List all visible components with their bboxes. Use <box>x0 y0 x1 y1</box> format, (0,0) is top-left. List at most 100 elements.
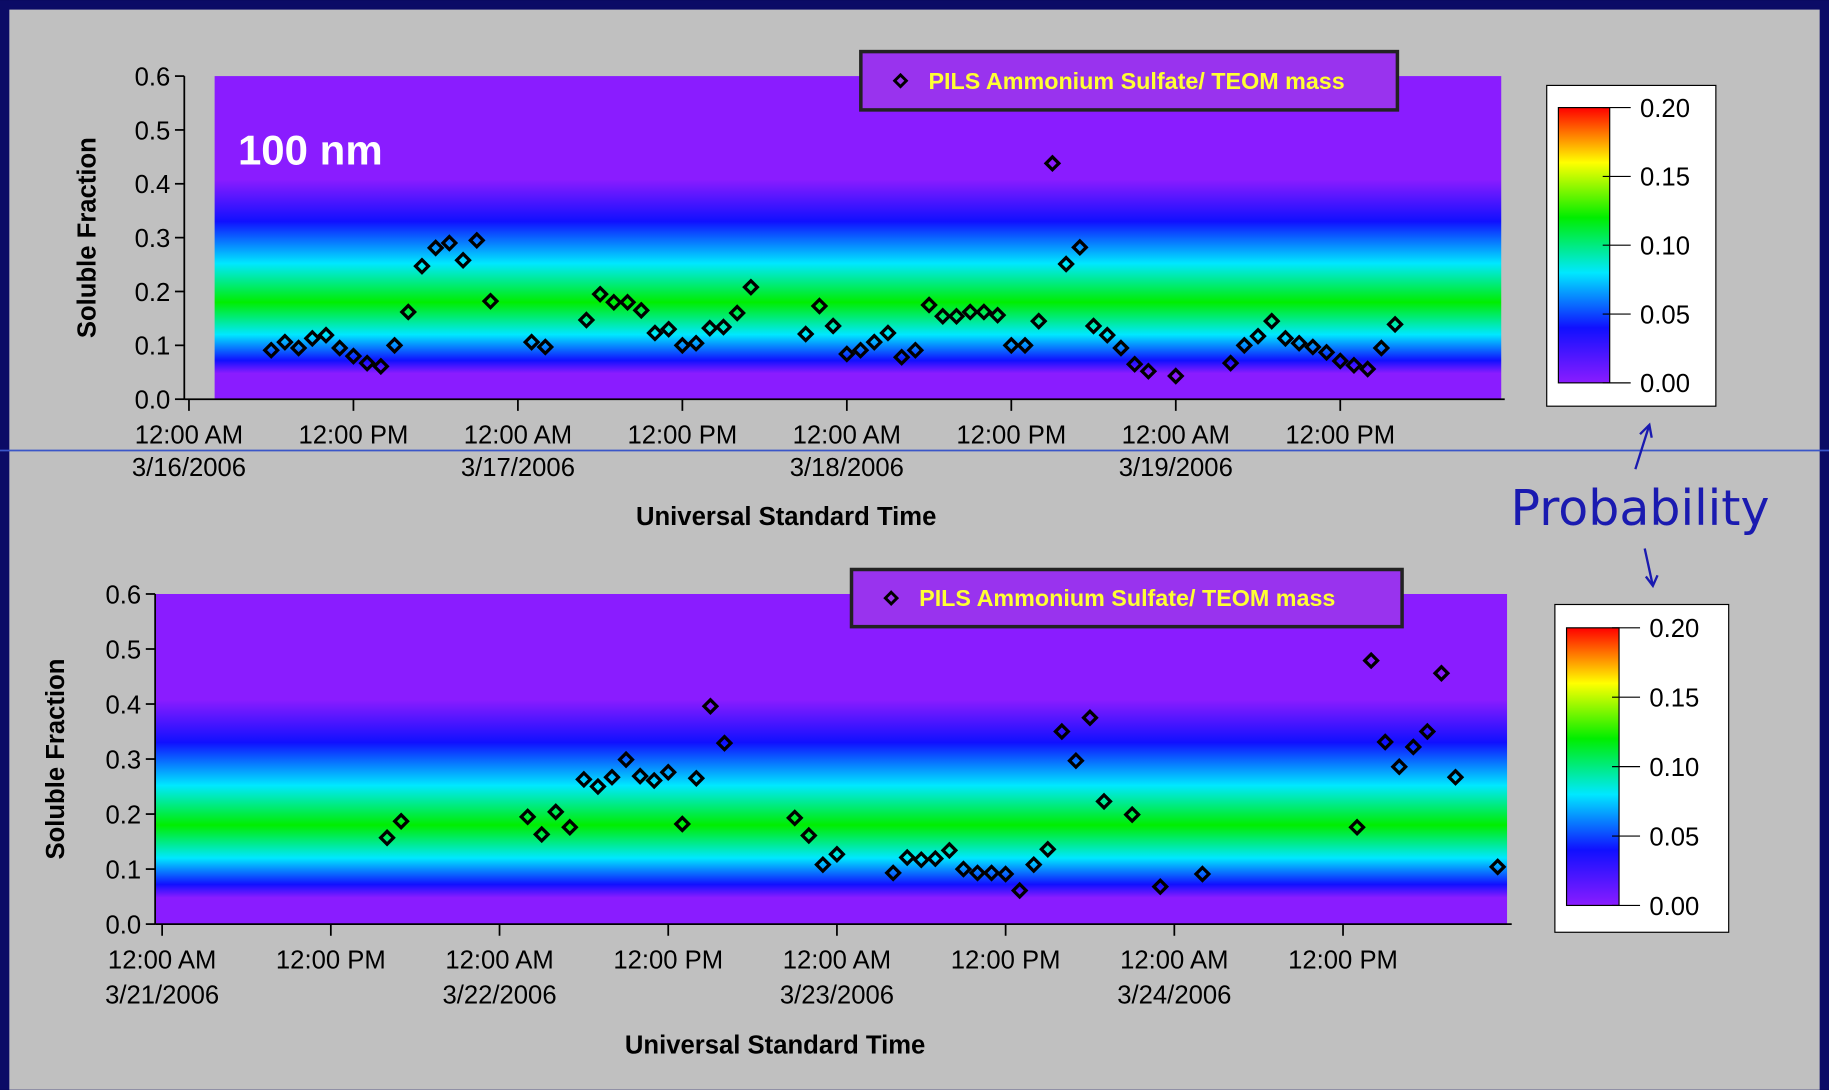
data-point <box>575 770 593 789</box>
legend-label: PILS Ammonium Sulfate/ TEOM mass <box>919 585 1335 611</box>
data-point <box>715 734 734 752</box>
data-point <box>1016 336 1034 355</box>
data-point <box>742 278 760 296</box>
x-tick-label: 12:00 AM <box>464 422 572 450</box>
data-point <box>659 763 677 781</box>
x-tick-label: 12:00 AM <box>793 422 901 450</box>
y-axis-label: Soluble Fraction <box>42 659 70 860</box>
data-point <box>1358 360 1377 378</box>
data-point <box>289 339 308 357</box>
data-point <box>1112 339 1130 357</box>
data-point <box>1235 336 1254 355</box>
x-tick-label: 12:00 PM <box>276 946 386 974</box>
data-point <box>701 319 719 337</box>
data-point <box>838 345 856 363</box>
x-axis-label: Universal Standard Time <box>636 503 936 531</box>
data-point <box>1488 858 1507 876</box>
data-point <box>536 338 555 356</box>
data-point <box>1167 367 1185 385</box>
data-point <box>1123 805 1141 824</box>
probability-label: Probability <box>1511 480 1770 537</box>
data-point <box>1418 722 1437 741</box>
data-point <box>1263 312 1281 330</box>
data-point <box>714 318 733 336</box>
y-tick-label: 0.5 <box>135 117 171 145</box>
data-point <box>934 307 952 325</box>
data-point <box>687 769 706 788</box>
data-point <box>413 257 431 275</box>
data-point <box>646 324 664 342</box>
data-point <box>645 771 663 790</box>
data-point <box>1002 336 1021 355</box>
data-point <box>532 825 551 844</box>
data-point <box>1290 334 1308 352</box>
data-point <box>940 841 959 860</box>
data-point <box>988 306 1007 324</box>
colorbar <box>1565 627 1620 907</box>
data-point <box>920 296 938 314</box>
data-point <box>481 292 500 310</box>
data-point <box>591 285 609 303</box>
legend-marker <box>892 72 909 89</box>
x-tick-label: 12:00 PM <box>613 946 723 974</box>
data-point <box>1193 865 1212 883</box>
data-point <box>399 303 417 321</box>
data-point <box>426 239 445 257</box>
data-point <box>1139 362 1158 380</box>
data-point <box>1043 154 1062 173</box>
legend-label: PILS Ammonium Sulfate/ TEOM mass <box>928 68 1344 94</box>
colorbar-tick-label: 0.15 <box>1649 685 1699 713</box>
data-point <box>954 860 973 878</box>
y-tick-label: 0.1 <box>135 333 171 361</box>
y-tick-label: 0.1 <box>105 856 141 884</box>
x-tick-label: 12:00 AM <box>1120 946 1228 974</box>
data-point <box>1372 339 1391 357</box>
data-point <box>961 303 979 321</box>
data-point <box>884 864 902 882</box>
data-point <box>1345 356 1363 374</box>
heatmap <box>155 593 1508 925</box>
panel-label: 100 nm <box>238 127 383 174</box>
data-point <box>975 303 993 321</box>
data-point <box>851 341 870 359</box>
data-point <box>1304 338 1322 356</box>
data-point <box>276 333 294 351</box>
x-tick-label: 3/23/2006 <box>780 981 894 1009</box>
data-point <box>1151 877 1169 896</box>
data-point <box>687 334 705 352</box>
data-point <box>392 812 410 830</box>
data-point <box>1404 738 1423 756</box>
data-point <box>1362 651 1380 670</box>
arrow-down <box>1643 548 1659 589</box>
x-tick-label: 12:00 AM <box>783 946 891 974</box>
x-tick-label: 3/16/2006 <box>132 454 246 482</box>
data-point <box>331 339 349 357</box>
colorbar-tick-label: 0.10 <box>1640 233 1690 261</box>
data-point <box>797 325 815 343</box>
y-tick-label: 0.2 <box>135 279 171 307</box>
x-tick-label: 3/17/2006 <box>461 454 575 482</box>
data-point <box>800 826 818 845</box>
x-tick-label: 12:00 PM <box>299 422 409 450</box>
data-point <box>879 324 897 342</box>
x-tick-label: 3/21/2006 <box>105 981 219 1009</box>
data-point <box>828 845 846 863</box>
y-tick-label: 0.0 <box>135 387 171 415</box>
colorbar-tick-label: 0.00 <box>1640 370 1690 398</box>
legend-box <box>859 49 1400 112</box>
x-tick-label: 12:00 AM <box>135 422 243 450</box>
data-point <box>372 357 390 376</box>
data-point <box>1276 329 1295 348</box>
data-point <box>358 354 376 372</box>
data-point <box>1030 312 1048 330</box>
data-point <box>589 777 607 796</box>
y-tick-label: 0.2 <box>105 801 141 829</box>
data-point <box>561 818 579 836</box>
data-point <box>810 297 829 315</box>
x-tick-label: 3/24/2006 <box>1117 981 1231 1009</box>
data-point <box>378 828 396 847</box>
data-point <box>673 815 692 833</box>
data-point <box>1390 758 1408 776</box>
data-point <box>547 803 565 821</box>
